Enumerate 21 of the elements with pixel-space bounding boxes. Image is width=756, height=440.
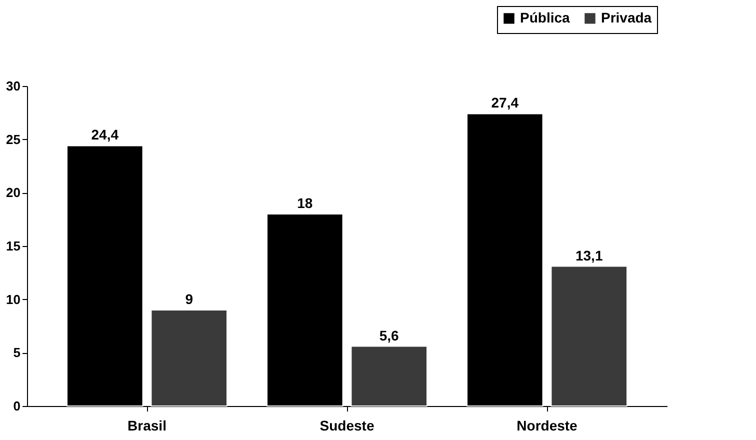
x-tick-label: Nordeste [516,418,578,434]
y-tick-label: 5 [13,345,20,360]
y-tick-label: 25 [6,132,20,147]
y-tick-label: 20 [6,185,20,200]
bar [550,266,628,406]
y-tick-label: 0 [13,398,20,414]
data-label: 18 [297,195,313,211]
data-label: 27,4 [491,94,519,111]
y-tick-label: 30 [6,78,20,94]
data-label: 9 [185,291,194,307]
y-tick-label: 10 [6,292,20,307]
x-tick-label: Sudeste [320,418,374,434]
data-label: 24,4 [91,126,119,143]
bar [350,346,428,406]
bar [150,310,228,406]
data-label: 13,1 [575,247,603,264]
legend-label: Pública [520,9,570,26]
y-tick-label: 15 [6,238,20,254]
x-tick-label: Brasil [128,418,166,434]
data-label: 5,6 [379,327,400,344]
legend-label: Privada [601,9,652,26]
